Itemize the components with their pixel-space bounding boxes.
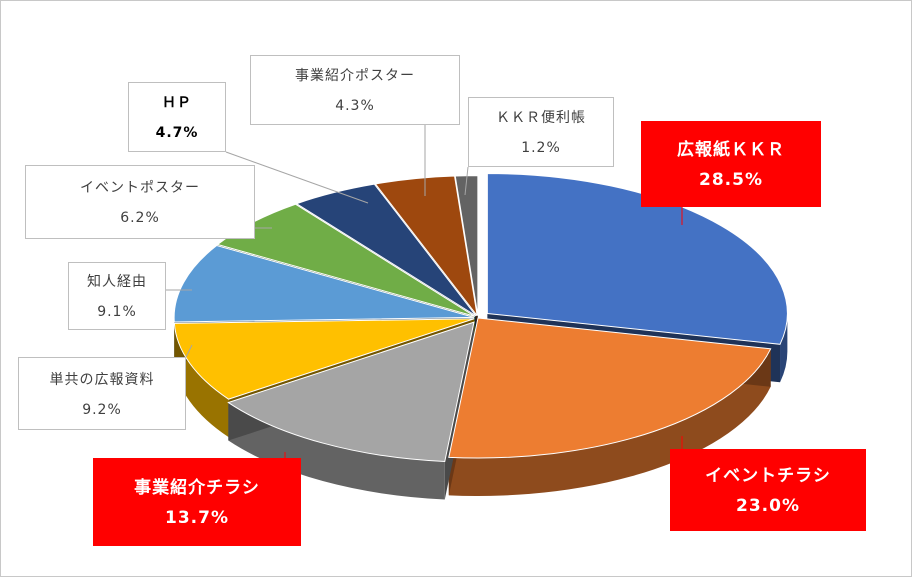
pie-slice-side-2 — [228, 402, 445, 500]
data-label-category: ＨＰ — [162, 95, 192, 111]
data-label-percent: 9.1% — [97, 304, 137, 320]
data-label-category: 単共の広報資料 — [49, 371, 155, 388]
data-label-5: イベントポスター 6.2% — [25, 165, 255, 239]
pie-slice-3 — [173, 318, 475, 400]
pie-slice-4 — [173, 244, 475, 323]
data-label-percent: 6.2% — [120, 210, 160, 226]
pie-slice-side-3 — [174, 323, 229, 438]
data-label-percent: 23.0% — [736, 496, 800, 516]
data-label-category: ＫＫＲ便利帳 — [496, 110, 586, 126]
data-label-category: 知人経由 — [87, 274, 147, 290]
leader-line-8 — [464, 166, 469, 196]
data-label-percent: 28.5% — [699, 170, 763, 190]
data-label-category: イベントポスター — [80, 180, 200, 196]
pie-slice-7 — [374, 175, 478, 316]
leader-line-3 — [185, 344, 193, 358]
data-label-percent: 4.7% — [155, 125, 199, 141]
pie-slice-side-1 — [448, 348, 771, 496]
data-label-category: 事業紹介チラシ — [134, 478, 260, 498]
pie-slice-8 — [454, 175, 479, 316]
data-label-category: 広報紙ＫＫＲ — [677, 140, 785, 160]
data-label-category: 事業紹介ポスター — [295, 68, 415, 84]
data-label-1: イベントチラシ 23.0% — [670, 449, 866, 531]
data-label-2: 事業紹介チラシ 13.7% — [93, 458, 301, 546]
data-label-3: 単共の広報資料 9.2% — [18, 357, 186, 430]
pie-slice-0 — [486, 173, 788, 345]
pie-slice-2 — [227, 321, 475, 462]
pie-slice-6 — [295, 183, 477, 317]
data-label-percent: 4.3% — [335, 98, 375, 114]
leader-line-6 — [225, 151, 369, 204]
data-label-8: ＫＫＲ便利帳 1.2% — [468, 97, 614, 167]
data-label-7: 事業紹介ポスター 4.3% — [250, 55, 460, 125]
data-label-0: 広報紙ＫＫＲ 28.5% — [641, 121, 821, 207]
data-label-category: イベントチラシ — [705, 466, 831, 486]
data-label-4: 知人経由 9.1% — [68, 262, 166, 330]
data-label-percent: 1.2% — [521, 140, 561, 156]
data-label-6: ＨＰ 4.7% — [128, 82, 226, 152]
data-label-percent: 13.7% — [165, 508, 229, 528]
data-label-percent: 9.2% — [82, 401, 122, 418]
pie-slice-1 — [448, 317, 772, 459]
